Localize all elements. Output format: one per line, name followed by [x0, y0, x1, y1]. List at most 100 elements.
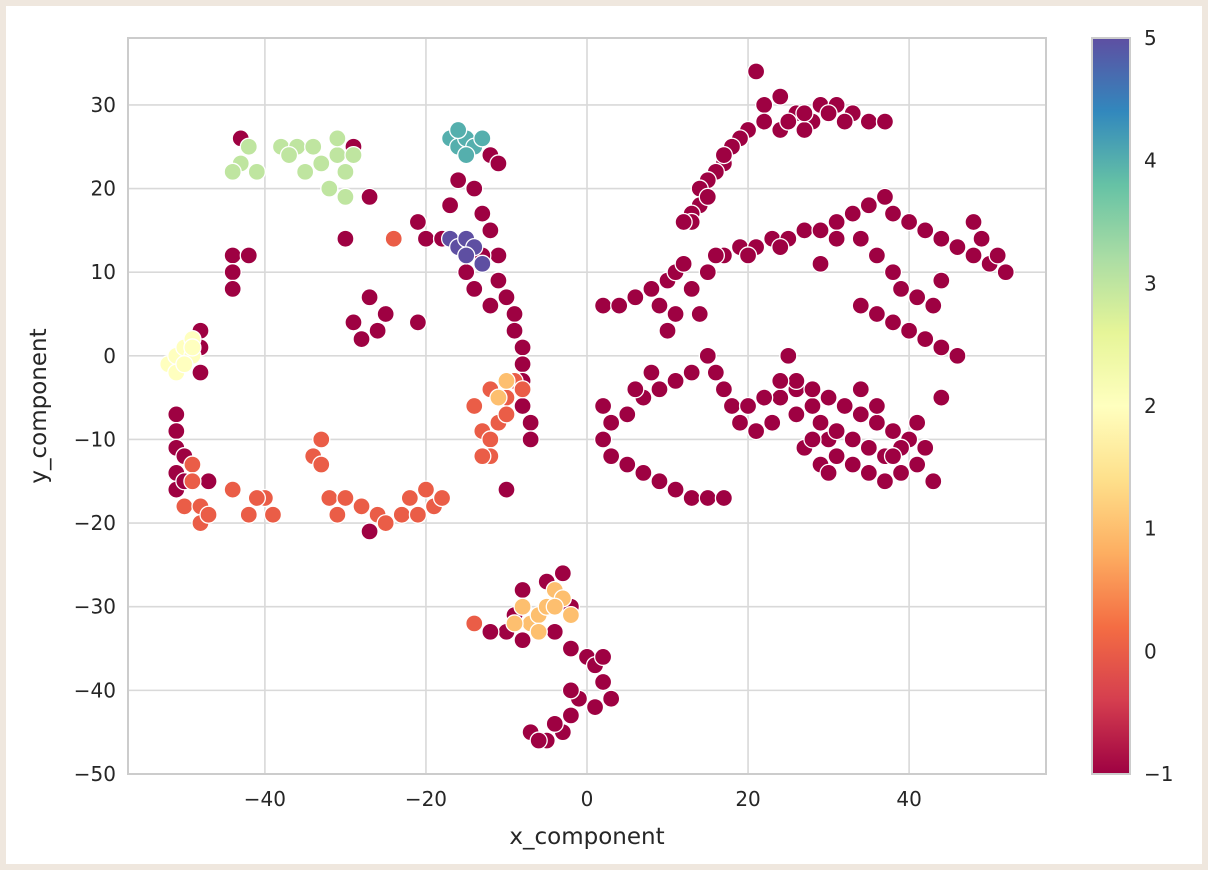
data-point [191, 363, 210, 382]
x-tick-label: 20 [735, 787, 760, 811]
data-point [891, 279, 911, 299]
data-point [167, 405, 186, 424]
data-point [247, 488, 266, 508]
colorbar [1091, 37, 1131, 775]
data-point [416, 480, 436, 499]
data-point [183, 472, 202, 491]
data-point [352, 497, 371, 516]
data-point [932, 271, 951, 290]
data-point [328, 129, 347, 148]
data-point [803, 380, 822, 399]
data-point [626, 380, 645, 399]
data-point [883, 313, 903, 332]
data-point [666, 304, 685, 324]
data-point [827, 212, 846, 232]
data-point [610, 296, 629, 315]
data-point [416, 229, 436, 248]
data-point [883, 421, 903, 441]
data-point [932, 229, 951, 248]
data-point [223, 279, 242, 299]
data-point [642, 279, 661, 299]
data-point [738, 396, 758, 416]
data-point [811, 254, 830, 273]
x-axis-label: x_component [509, 824, 664, 850]
x-tick-label: 0 [581, 787, 594, 811]
data-point [457, 263, 476, 282]
data-point [924, 296, 943, 315]
data-point [521, 430, 540, 449]
data-point [916, 329, 935, 349]
data-point [239, 137, 258, 156]
data-point [561, 605, 581, 625]
data-point [481, 221, 500, 240]
data-point [449, 171, 468, 190]
data-point [465, 614, 484, 633]
data-point [296, 162, 315, 181]
colorbar-tick-label: 2 [1144, 394, 1157, 418]
data-point [972, 229, 991, 248]
data-point [489, 388, 508, 407]
data-point [827, 229, 846, 248]
data-point [336, 488, 355, 508]
data-point [779, 112, 798, 131]
y-tick-label: −20 [74, 511, 116, 535]
data-point [328, 505, 347, 524]
data-point [867, 246, 887, 265]
data-point [755, 388, 774, 407]
data-point [561, 706, 581, 725]
data-point [803, 396, 822, 416]
colorbar-tick-labels: 5 4 3 2 1 0 −1 [1144, 26, 1173, 786]
y-tick-label: −30 [74, 595, 116, 619]
data-point [883, 204, 903, 223]
data-point [384, 229, 403, 248]
data-point [312, 430, 331, 449]
data-point [376, 304, 395, 324]
data-point [964, 212, 983, 232]
x-tick-labels: −40 −20 0 20 40 [244, 787, 922, 811]
data-point [481, 622, 500, 641]
data-point [666, 371, 685, 391]
y-tick-labels: 30 20 10 0 −10 −20 −30 −40 −50 [74, 93, 116, 786]
data-point [650, 296, 669, 315]
colorbar-tick-label: 0 [1144, 639, 1157, 663]
data-point [183, 338, 202, 357]
y-axis-label: y_component [26, 328, 52, 483]
data-point [561, 639, 581, 658]
plot-frame [127, 37, 1047, 775]
data-point [795, 120, 814, 140]
data-point [473, 129, 492, 148]
data-point [843, 204, 862, 223]
data-point [602, 689, 621, 708]
data-point [593, 396, 613, 416]
data-point [344, 145, 363, 165]
data-point [545, 597, 564, 616]
colorbar-tick-label: −1 [1144, 762, 1173, 786]
data-point [698, 346, 717, 365]
data-point [787, 405, 806, 424]
data-point [851, 296, 870, 315]
data-point [336, 229, 355, 248]
data-point [626, 288, 645, 307]
data-point [223, 246, 242, 265]
data-point [199, 505, 218, 524]
data-point [513, 380, 532, 399]
data-point [642, 363, 661, 382]
data-point [706, 363, 725, 382]
data-point [908, 455, 927, 474]
data-point [505, 304, 524, 324]
data-point [505, 321, 524, 340]
data-point [513, 597, 532, 616]
data-point [867, 396, 887, 416]
data-point [859, 112, 878, 131]
data-point [618, 405, 637, 424]
data-point [819, 388, 838, 407]
data-point [714, 380, 734, 399]
data-point [908, 288, 927, 307]
colorbar-tick-label: 3 [1144, 271, 1157, 295]
data-point [408, 313, 428, 332]
data-point [964, 246, 983, 265]
data-point [851, 229, 870, 248]
data-point [875, 472, 895, 491]
data-point [304, 137, 323, 156]
data-point [513, 631, 532, 650]
